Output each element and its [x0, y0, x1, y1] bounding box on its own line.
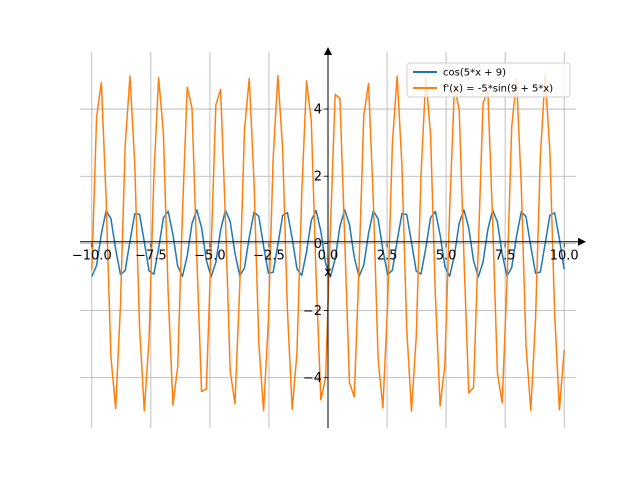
x-tick-label-6: 5.0 — [436, 248, 457, 263]
y-tick-label-4: 4 — [314, 103, 322, 118]
x-tick-label-3: −2.5 — [253, 248, 285, 263]
y-tick-label-1: −2 — [303, 304, 322, 319]
tick-labels: −10.0 −7.5 −5.0 −2.5 0.0 2.5 5.0 7.5 10.0 −4 −2 0 2 4 — [72, 103, 579, 387]
y-axis-arrow-icon — [324, 47, 332, 55]
x-tick-label-4: 0.0 — [318, 248, 339, 263]
x-tick-label-5: 2.5 — [377, 248, 398, 263]
legend: cos(5*x + 9) f'(x) = -5*sin(9 + 5*x) — [406, 62, 571, 98]
legend-label-series-2: f'(x) = -5*sin(9 + 5*x) — [443, 84, 553, 95]
x-tick-label-8: 10.0 — [550, 248, 579, 263]
x-axis-arrow-icon — [578, 237, 586, 246]
x-axis-label: x — [324, 265, 332, 280]
axes: x — [80, 47, 586, 428]
x-tick-label-1: −7.5 — [135, 248, 167, 263]
y-tick-label-0: −4 — [303, 371, 322, 386]
x-tick-label-2: −5.0 — [194, 248, 226, 263]
y-tick-label-2: 0 — [314, 237, 322, 252]
x-tick-label-7: 7.5 — [495, 248, 516, 263]
legend-frame — [406, 62, 571, 98]
y-tick-label-3: 2 — [314, 170, 322, 185]
legend-label-series-1: cos(5*x + 9) — [443, 68, 506, 79]
x-tick-label-0: −10.0 — [72, 248, 112, 263]
